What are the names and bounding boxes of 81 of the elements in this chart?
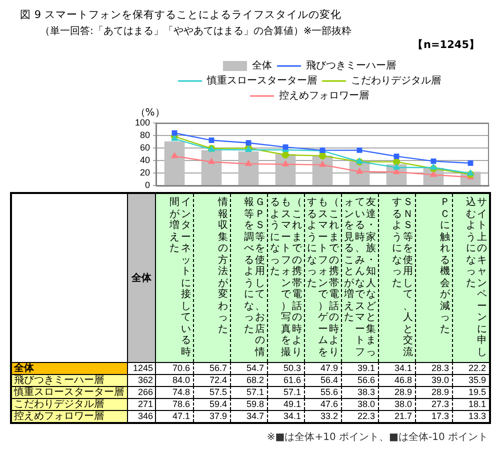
y-tick-label: 80	[140, 130, 150, 140]
text: 266	[128, 386, 156, 398]
y-tick-label: 40	[140, 155, 150, 166]
data-label: 13.3	[452, 410, 489, 422]
category-label: サイト上のキャンペーンに申し込むようになった	[466, 197, 487, 358]
data-label: 35.9	[452, 374, 489, 386]
text: こだわりデジタル層	[14, 399, 104, 410]
text: 控えめフォロワー層	[14, 411, 104, 422]
data-label: 68.2	[230, 374, 267, 386]
category-label: 友達・家族・知人などと集まっている時、みんなでスマートフォンを見ることが増えた	[344, 197, 376, 358]
text: 全体	[14, 363, 34, 374]
y-tick-label: 100	[134, 117, 150, 128]
y-tick-label: 20	[140, 168, 150, 178]
data-label: 84.0	[156, 374, 193, 386]
data-label: 54.7	[230, 362, 267, 374]
y-axis-title: （%）	[135, 108, 165, 119]
legend-label: 控えめフォロワー層	[279, 90, 369, 102]
data-label: 38.0	[341, 398, 378, 410]
text: 飛びつきミーハー層	[14, 375, 104, 386]
text: 362	[128, 374, 156, 386]
data-label: 28.9	[415, 386, 452, 398]
data-label: 28.9	[378, 386, 415, 398]
data-label: 17.3	[415, 410, 452, 422]
data-label: 78.6	[156, 398, 193, 410]
data-label: 34.1	[267, 410, 304, 422]
text: 全体	[132, 272, 152, 285]
data-label: 57.5	[193, 386, 230, 398]
data-label: 38.0	[378, 398, 415, 410]
data-label: 72.4	[193, 374, 230, 386]
data-label: 47.6	[304, 398, 341, 410]
data-label: 39.0	[415, 374, 452, 386]
data-label: 34.1	[378, 362, 415, 374]
data-label: 55.6	[304, 386, 341, 398]
category-label: インターネットに接している時間が増えた	[170, 197, 191, 358]
legend-label: 慎重スロースターター層	[206, 74, 317, 87]
y-tick-label: 60	[140, 142, 150, 153]
category-label: ＰＣに触れる機会が減った	[440, 197, 450, 334]
data-label: 57.1	[267, 386, 304, 398]
data-label: 28.3	[415, 362, 452, 374]
data-label: 33.2	[304, 410, 341, 422]
data-label: 61.6	[267, 374, 304, 386]
text: 346	[128, 410, 156, 422]
text: 慎重スロースターター層	[14, 387, 124, 398]
data-label: 59.8	[230, 398, 267, 410]
data-label: 37.9	[193, 410, 230, 422]
legend-label: 全体	[252, 60, 272, 72]
y-tick-label: 0	[144, 180, 150, 190]
data-label: 46.8	[378, 374, 415, 386]
data-label: 22.2	[452, 362, 489, 374]
data-label: 49.1	[267, 398, 304, 410]
data-label: 59.4	[193, 398, 230, 410]
text: 【n=1245】	[412, 38, 480, 52]
data-label: 50.3	[267, 362, 304, 374]
data-label: 39.1	[341, 362, 378, 374]
data-label: 22.3	[341, 410, 378, 422]
data-label: 21.7	[378, 410, 415, 422]
chart-title: 図 9 スマートフォンを保有することによるライフスタイルの変化	[20, 8, 342, 22]
data-label: 56.6	[341, 374, 378, 386]
text: 1245	[128, 362, 156, 374]
text: ※■は全体+10 ポイント、■は全体-10 ポイント	[266, 431, 488, 444]
category-label: ＳＮＳ等を使用して、人と交流するようになった	[392, 197, 413, 358]
data-label: 18.1	[452, 398, 489, 410]
chart-subtitle: （単一回答:「あてはまる」「ややあてはまる」の合算値）※一部抜粋	[40, 24, 352, 38]
data-label: 38.3	[341, 386, 378, 398]
data-label: 19.5	[452, 386, 489, 398]
data-label: 56.7	[193, 362, 230, 374]
category-label: （これまでの携帯電話の時よりもスマートフォンで）写真を撮るようになった	[270, 197, 302, 358]
legend-label: 飛びつきミーハー層	[306, 60, 396, 72]
legend-label: こだわりデジタル層	[351, 76, 441, 87]
data-label: 27.3	[415, 398, 452, 410]
data-label: 74.8	[156, 386, 193, 398]
data-label: 70.6	[156, 362, 193, 374]
text: 271	[128, 398, 156, 410]
data-label: 47.1	[156, 410, 193, 422]
data-label: 47.9	[304, 362, 341, 374]
category-label: （これまでの携帯電話の時よりもスマートフォンで）ゲームをするようになった	[307, 197, 339, 358]
data-label: 34.7	[230, 410, 267, 422]
data-label: 56.4	[304, 374, 341, 386]
category-label: 情報収集の方法が変わった	[218, 197, 228, 334]
category-label: ＧＰＳ等を使用して、お店の情報等を調べるようになった	[244, 197, 265, 358]
data-label: 57.1	[230, 386, 267, 398]
